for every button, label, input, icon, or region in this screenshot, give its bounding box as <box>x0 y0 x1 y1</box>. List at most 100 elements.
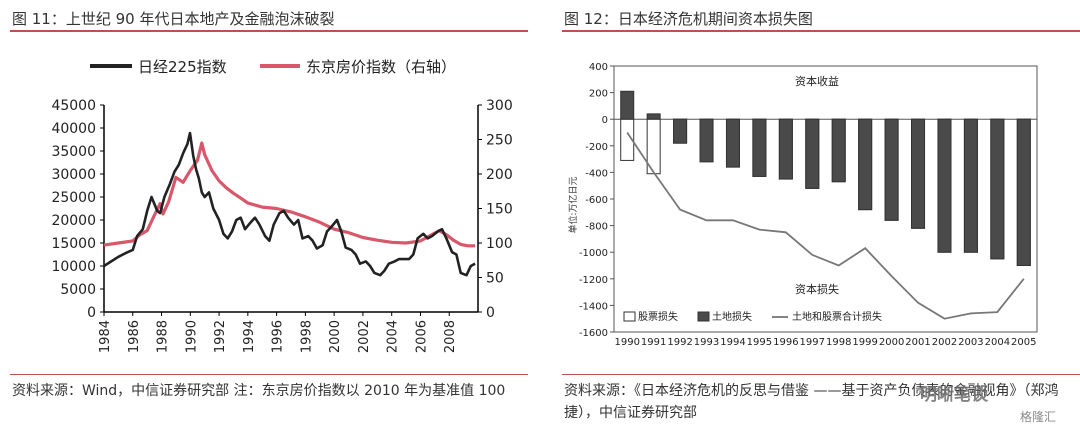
left-chart: 0500010000150002000025000300003500040000… <box>51 58 513 353</box>
y-tick-label: -600 <box>585 195 608 206</box>
x-tick-label: 1990 <box>614 337 639 348</box>
y-tick-label: -1600 <box>579 328 608 339</box>
land-loss-bar <box>1016 118 1031 266</box>
y-tick-label: 20000 <box>51 213 96 229</box>
y-tick-label: 10000 <box>51 259 96 275</box>
x-tick-label: 1994 <box>242 320 257 353</box>
x-tick-label: 1993 <box>694 337 719 348</box>
y2-tick-label: 0 <box>486 305 495 321</box>
x-tick-label: 2006 <box>414 320 429 353</box>
x-tick-label: 2004 <box>386 320 401 353</box>
y-tick-label: 0 <box>87 305 96 321</box>
land-loss-bar <box>620 90 635 120</box>
y-tick-label: -1200 <box>579 275 608 286</box>
x-tick-label: 2000 <box>879 337 904 348</box>
y-tick-label: 30000 <box>51 167 96 183</box>
y-tick-label: -400 <box>585 168 608 179</box>
land-loss-bar <box>699 118 714 163</box>
y2-tick-label: 100 <box>486 236 513 252</box>
annotation-capital-loss: 资本损失 <box>795 282 839 296</box>
x-tick-label: 1992 <box>213 320 228 353</box>
x-tick-label: 1984 <box>98 320 113 353</box>
land-loss-bar <box>831 118 846 183</box>
right-chart-title: 图 12：日本经济危机期间资本损失图 <box>564 10 813 28</box>
watermark-text: 明晰笔谈 <box>920 385 988 405</box>
x-tick-label: 2005 <box>1011 337 1036 348</box>
y-tick-label: 200 <box>589 89 608 100</box>
x-tick-label: 2001 <box>905 337 930 348</box>
tokyo-price-line <box>103 141 476 248</box>
legend-land-label: 土地损失 <box>712 310 752 323</box>
land-loss-bar <box>805 118 820 189</box>
land-loss-bar <box>646 113 661 120</box>
land-loss-bar <box>963 118 978 253</box>
right-source-note: 资料来源：《日本经济危机的反思与借鉴 ——基于资产负债表的金融视角》（郑鸿捷），… <box>564 383 1059 421</box>
right-chart: -1600 -1400 -1200 -1000 -800 -600 -400 -200 0 200… <box>567 62 1038 348</box>
x-tick-label: 1986 <box>127 320 142 353</box>
y-tick-label: 45000 <box>51 98 96 114</box>
x-tick-label: 2004 <box>985 337 1010 348</box>
x-tick-label: 1994 <box>720 337 745 348</box>
land-loss-bar <box>911 118 926 229</box>
x-tick-label: 1997 <box>800 337 825 348</box>
x-tick-label: 1990 <box>184 320 199 353</box>
land-loss-bar <box>990 118 1005 260</box>
legend-total-label: 土地和股票合计损失 <box>792 310 882 323</box>
land-loss-bar <box>673 118 688 144</box>
land-loss-bar <box>937 118 952 253</box>
y-tick-label: 15000 <box>51 236 96 252</box>
y-tick-label: -800 <box>585 222 608 233</box>
land-loss-bar <box>725 118 740 168</box>
legend-nikkei-label: 日经225指数 <box>138 58 227 76</box>
annotation-capital-gain: 资本收益 <box>795 74 839 88</box>
x-tick-label: 2008 <box>443 320 458 353</box>
land-loss-bar <box>778 118 793 180</box>
x-tick-label: 1988 <box>156 320 171 353</box>
nikkei-line <box>103 131 476 277</box>
x-tick-label: 1996 <box>773 337 798 348</box>
land-loss-bar <box>858 118 873 211</box>
x-tick-label: 1996 <box>271 320 286 353</box>
y-tick-label: 35000 <box>51 144 96 160</box>
total-loss-line <box>626 132 1025 320</box>
x-tick-label: 1991 <box>641 337 666 348</box>
legend-land-swatch <box>697 311 710 322</box>
x-tick-label: 2003 <box>958 337 983 348</box>
x-tick-label: 1992 <box>667 337 692 348</box>
y-tick-label: 40000 <box>51 121 96 137</box>
y2-tick-label: 300 <box>486 98 513 114</box>
y-tick-label: 5000 <box>60 282 96 298</box>
x-tick-label: 2002 <box>357 320 372 353</box>
y-axis-label: 单位:万亿日元 <box>567 176 579 233</box>
legend-stock-swatch <box>623 311 636 322</box>
y-tick-label: -1400 <box>579 301 608 312</box>
y2-tick-label: 50 <box>486 271 504 287</box>
legend-stock-label: 股票损失 <box>638 310 678 323</box>
left-source-rule <box>10 374 528 375</box>
land-loss-bar <box>752 118 767 177</box>
y2-tick-label: 200 <box>486 167 513 183</box>
y2-tick-label: 150 <box>486 202 513 218</box>
right-source-rule <box>562 374 1080 375</box>
right-title-rule <box>562 30 1080 32</box>
x-tick-label: 2002 <box>932 337 957 348</box>
x-tick-label: 2000 <box>328 320 343 353</box>
x-tick-label: 1999 <box>852 337 877 348</box>
left-panel: 图 11：上世纪 90 年代日本地产及金融泡沫破裂 0 5000 10000 1500… <box>0 0 528 433</box>
land-loss-bar <box>884 118 899 221</box>
y-tick-label: 0 <box>602 115 608 126</box>
y2-tick-label: 250 <box>486 133 513 149</box>
x-tick-label: 1998 <box>826 337 851 348</box>
x-tick-label: 1998 <box>299 320 314 353</box>
left-source-note: 资料来源：Wind，中信证券研究部 注：东京房价指数以 2010 年为基准值 1… <box>12 383 506 399</box>
legend-tokyo-label: 东京房价指数（右轴） <box>306 58 456 76</box>
right-panel: 图 12：日本经济危机期间资本损失图 -1600 -1400 -1200 -1000-… <box>552 0 1080 433</box>
y-tick-label: -1000 <box>579 248 608 259</box>
watermark-sub: 格隆汇 <box>1020 410 1057 424</box>
y-tick-label: 400 <box>589 62 608 73</box>
left-chart-title: 图 11：上世纪 90 年代日本地产及金融泡沫破裂 <box>12 10 335 28</box>
x-tick-label: 1995 <box>747 337 772 348</box>
y-tick-label: 25000 <box>51 190 96 206</box>
left-title-rule <box>10 30 528 32</box>
y-tick-label: -200 <box>585 142 608 153</box>
